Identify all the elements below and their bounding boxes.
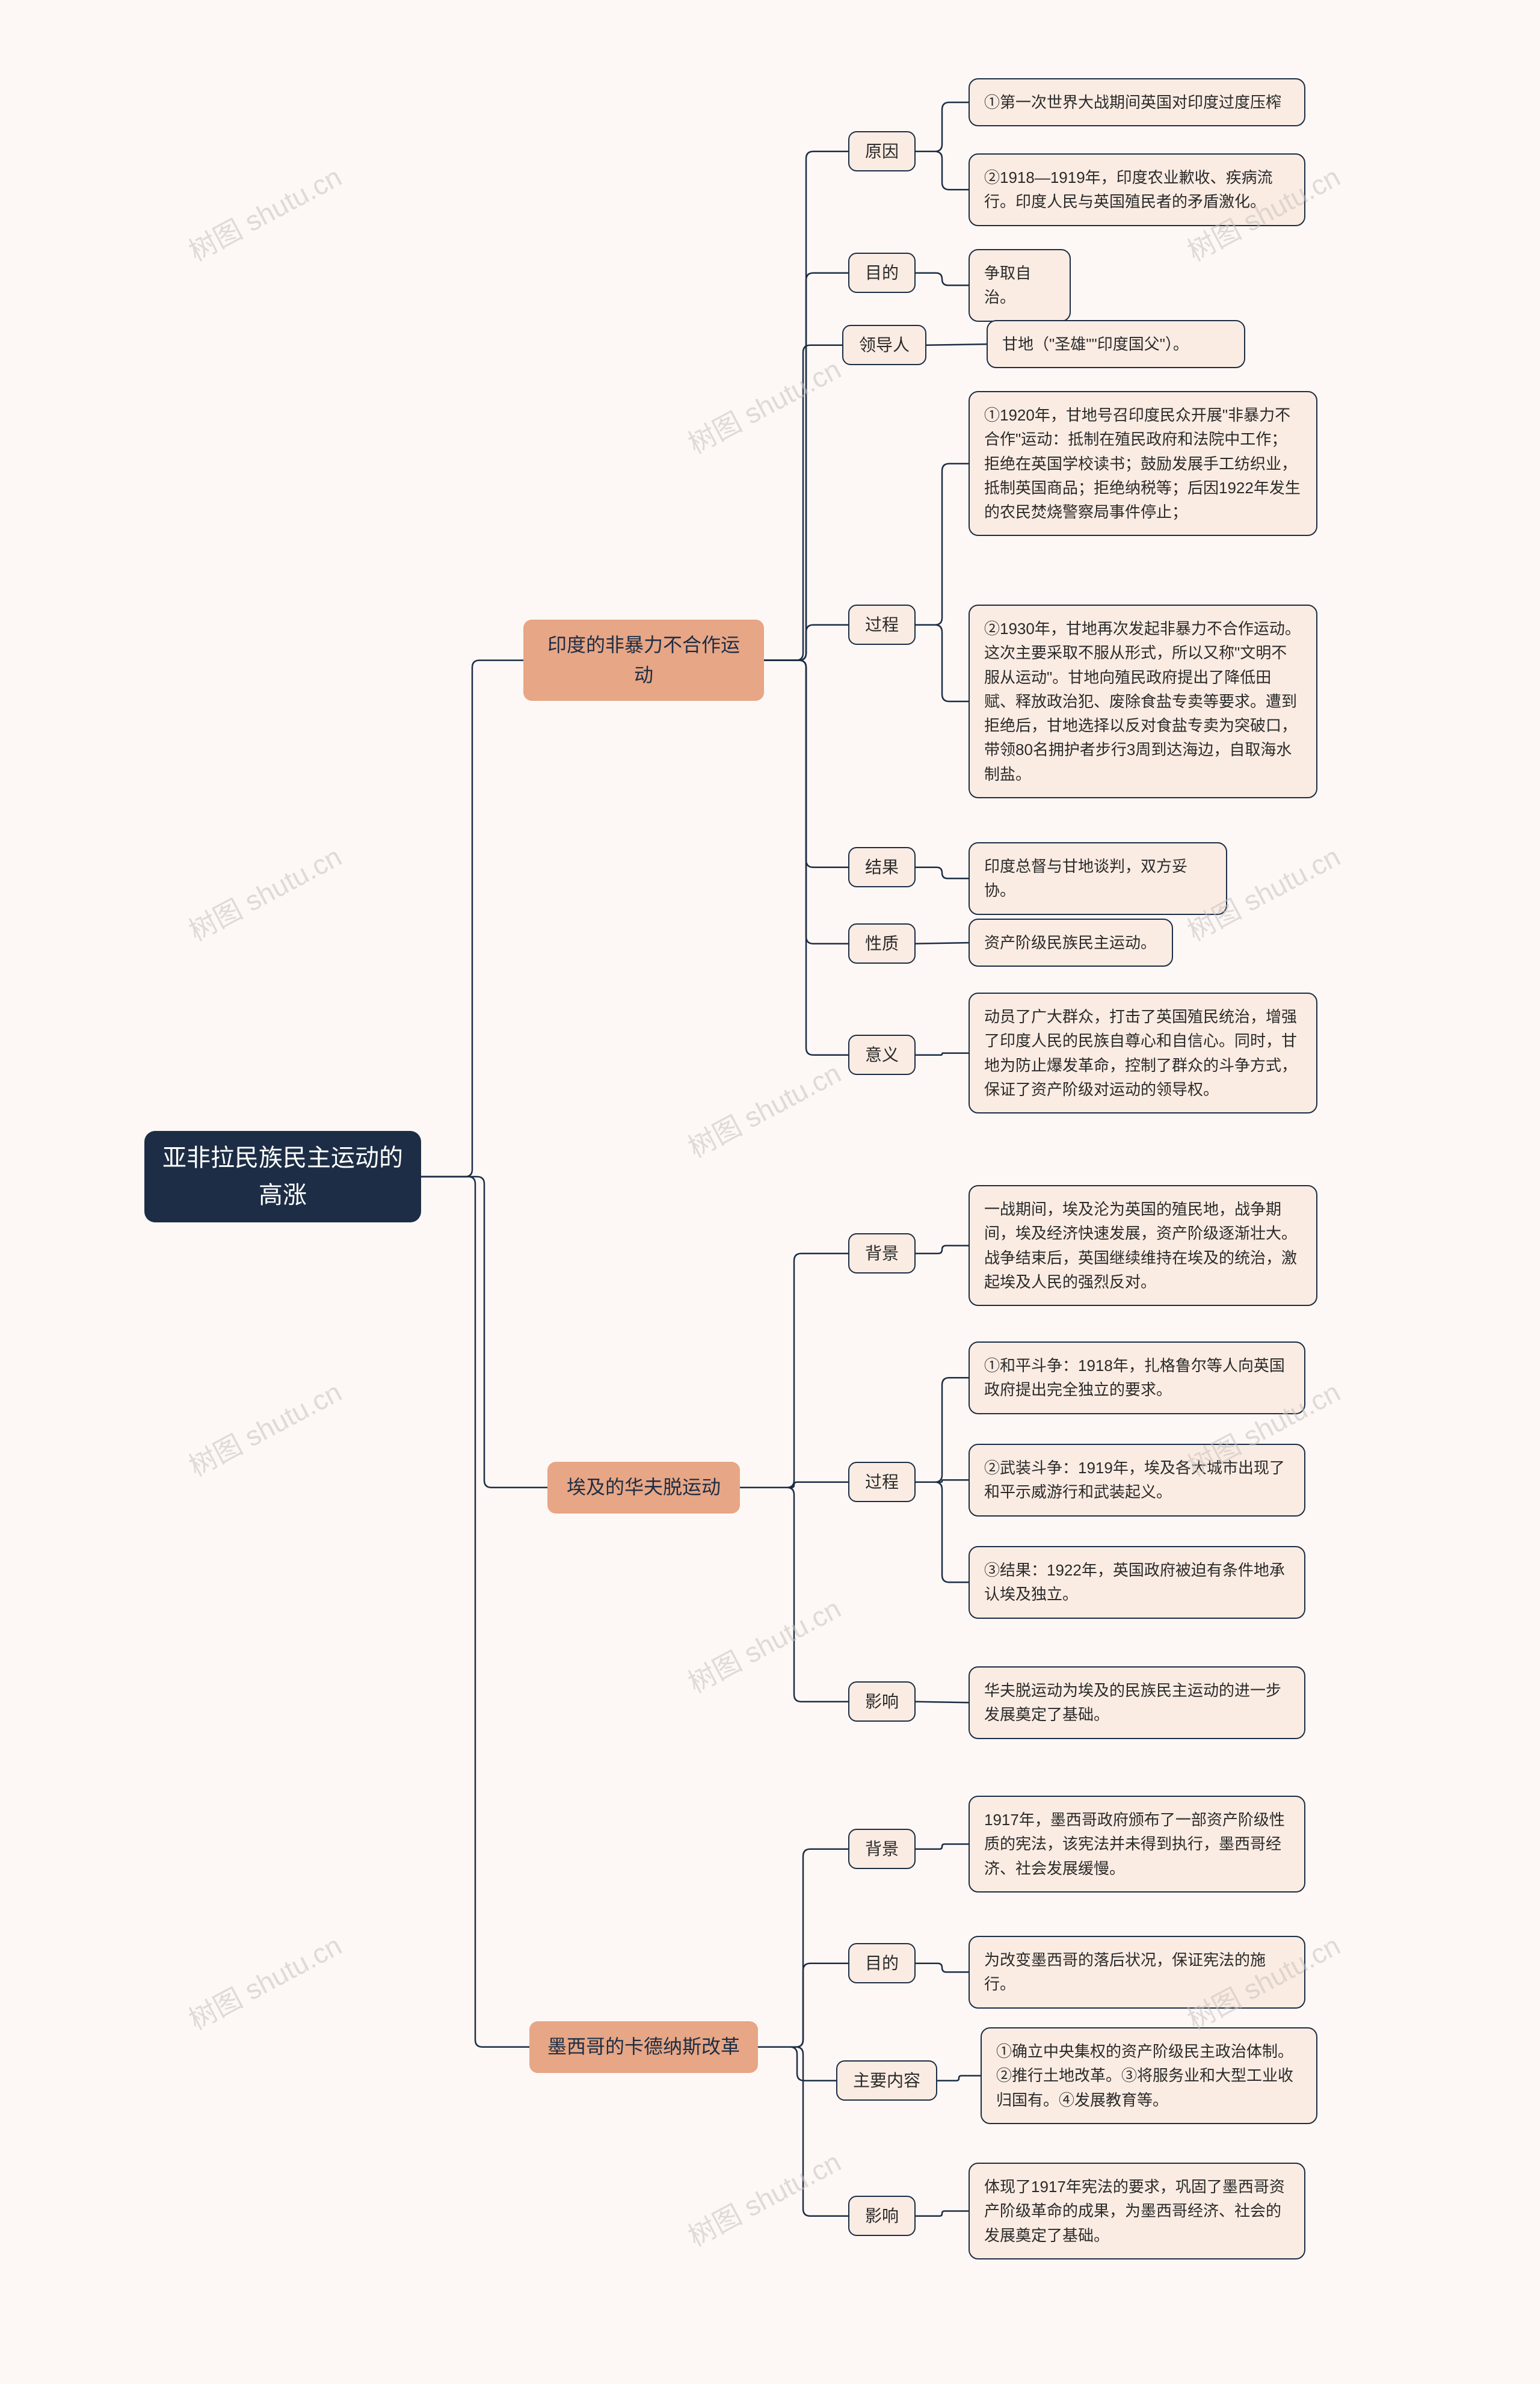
- mexico-content-label: 主要内容: [853, 2068, 920, 2093]
- mexico-bg-label: 背景: [865, 1836, 899, 1862]
- mexico-impact-leaf-text: 体现了1917年宪法的要求，巩固了墨西哥资产阶级革命的成果，为墨西哥经济、社会的…: [984, 2175, 1290, 2247]
- egypt-process-leaf-3: ③结果：1922年，英国政府被迫有条件地承认埃及独立。: [969, 1546, 1305, 1619]
- india-cause-leaf-1: ①第一次世界大战期间英国对印度过度压榨: [969, 78, 1305, 126]
- egypt-impact-leaf-text: 华夫脱运动为埃及的民族民主运动的进一步发展奠定了基础。: [984, 1678, 1290, 1727]
- india-cause[interactable]: 原因: [848, 131, 916, 171]
- watermark: 树图 shutu.cn: [181, 1924, 348, 2037]
- egypt-process-leaf-1: ①和平斗争：1918年，扎格鲁尔等人向英国政府提出完全独立的要求。: [969, 1341, 1305, 1414]
- india-leader-leaf-text: 甘地（"圣雄""印度国父"）。: [1002, 332, 1189, 356]
- india-result-label: 结果: [865, 854, 899, 880]
- india-result-leaf-text: 印度总督与甘地谈判，双方妥协。: [984, 854, 1212, 903]
- india-nature-leaf-text: 资产阶级民族民主运动。: [984, 931, 1156, 955]
- egypt-impact[interactable]: 影响: [848, 1681, 916, 1722]
- india-leader-label: 领导人: [859, 332, 910, 358]
- mexico-bg-leaf: 1917年，墨西哥政府颁布了一部资产阶级性质的宪法，该宪法并未得到执行，墨西哥经…: [969, 1796, 1305, 1893]
- india-cause-leaf-2-text: ②1918—1919年，印度农业歉收、疾病流行。印度人民与英国殖民者的矛盾激化。: [984, 165, 1290, 214]
- mexico-content-leaf-text: ①确立中央集权的资产阶级民主政治体制。②推行土地改革。③将服务业和大型工业收归国…: [996, 2039, 1302, 2112]
- india-result-leaf: 印度总督与甘地谈判，双方妥协。: [969, 842, 1227, 915]
- watermark: 树图 shutu.cn: [181, 835, 348, 949]
- india-process-leaf-2-text: ②1930年，甘地再次发起非暴力不合作运动。这次主要采取不服从形式，所以又称"文…: [984, 617, 1302, 786]
- egypt-impact-leaf: 华夫脱运动为埃及的民族民主运动的进一步发展奠定了基础。: [969, 1666, 1305, 1739]
- branch-india[interactable]: 印度的非暴力不合作运动: [523, 620, 764, 701]
- india-process-label: 过程: [865, 612, 899, 638]
- egypt-impact-label: 影响: [865, 1689, 899, 1714]
- egypt-process-leaf-1-text: ①和平斗争：1918年，扎格鲁尔等人向英国政府提出完全独立的要求。: [984, 1354, 1290, 1402]
- branch-mexico[interactable]: 墨西哥的卡德纳斯改革: [529, 2021, 758, 2073]
- egypt-process-label: 过程: [865, 1469, 899, 1495]
- india-cause-leaf-2: ②1918—1919年，印度农业歉收、疾病流行。印度人民与英国殖民者的矛盾激化。: [969, 153, 1305, 226]
- india-sig-leaf: 动员了广大群众，打击了英国殖民统治，增强了印度人民的民族自尊心和自信心。同时，甘…: [969, 993, 1317, 1113]
- mexico-impact-leaf: 体现了1917年宪法的要求，巩固了墨西哥资产阶级革命的成果，为墨西哥经济、社会的…: [969, 2163, 1305, 2259]
- india-sig-label: 意义: [865, 1042, 899, 1068]
- egypt-process-leaf-2-text: ②武装斗争：1919年，埃及各大城市出现了和平示威游行和武装起义。: [984, 1456, 1290, 1505]
- branch-egypt[interactable]: 埃及的华夫脱运动: [547, 1462, 740, 1514]
- watermark: 树图 shutu.cn: [680, 2140, 847, 2254]
- egypt-process[interactable]: 过程: [848, 1462, 916, 1502]
- india-aim-label: 目的: [865, 260, 899, 286]
- egypt-bg-label: 背景: [865, 1240, 899, 1266]
- india-process-leaf-2: ②1930年，甘地再次发起非暴力不合作运动。这次主要采取不服从形式，所以又称"文…: [969, 605, 1317, 798]
- egypt-bg-leaf-text: 一战期间，埃及沦为英国的殖民地，战争期间，埃及经济快速发展，资产阶级逐渐壮大。战…: [984, 1197, 1302, 1294]
- india-result[interactable]: 结果: [848, 847, 916, 887]
- india-process-leaf-1: ①1920年，甘地号召印度民众开展"非暴力不合作"运动：抵制在殖民政府和法院中工…: [969, 391, 1317, 536]
- india-aim-leaf: 争取自治。: [969, 249, 1071, 322]
- india-nature-leaf: 资产阶级民族民主运动。: [969, 919, 1173, 967]
- branch-egypt-label: 埃及的华夫脱运动: [567, 1473, 721, 1503]
- mexico-aim[interactable]: 目的: [848, 1943, 916, 1983]
- mexico-bg-leaf-text: 1917年，墨西哥政府颁布了一部资产阶级性质的宪法，该宪法并未得到执行，墨西哥经…: [984, 1808, 1290, 1880]
- india-leader[interactable]: 领导人: [842, 325, 926, 365]
- india-aim-leaf-text: 争取自治。: [984, 261, 1055, 310]
- watermark: 树图 shutu.cn: [680, 348, 847, 461]
- branch-india-label: 印度的非暴力不合作运动: [541, 630, 746, 690]
- mexico-aim-label: 目的: [865, 1950, 899, 1976]
- mexico-impact[interactable]: 影响: [848, 2196, 916, 2236]
- mexico-aim-leaf-text: 为改变墨西哥的落后状况，保证宪法的施行。: [984, 1948, 1290, 1997]
- india-process-leaf-1-text: ①1920年，甘地号召印度民众开展"非暴力不合作"运动：抵制在殖民政府和法院中工…: [984, 403, 1302, 524]
- india-cause-leaf-1-text: ①第一次世界大战期间英国对印度过度压榨: [984, 90, 1281, 114]
- mexico-content[interactable]: 主要内容: [836, 2060, 937, 2101]
- india-nature-label: 性质: [865, 931, 899, 956]
- egypt-bg-leaf: 一战期间，埃及沦为英国的殖民地，战争期间，埃及经济快速发展，资产阶级逐渐壮大。战…: [969, 1185, 1317, 1306]
- watermark: 树图 shutu.cn: [181, 155, 348, 269]
- india-aim[interactable]: 目的: [848, 253, 916, 293]
- watermark: 树图 shutu.cn: [181, 1370, 348, 1484]
- egypt-process-leaf-3-text: ③结果：1922年，英国政府被迫有条件地承认埃及独立。: [984, 1558, 1290, 1607]
- india-process[interactable]: 过程: [848, 605, 916, 645]
- mexico-aim-leaf: 为改变墨西哥的落后状况，保证宪法的施行。: [969, 1936, 1305, 2009]
- mexico-bg[interactable]: 背景: [848, 1829, 916, 1869]
- egypt-bg[interactable]: 背景: [848, 1233, 916, 1274]
- watermark: 树图 shutu.cn: [680, 1587, 847, 1701]
- india-leader-leaf: 甘地（"圣雄""印度国父"）。: [987, 320, 1245, 368]
- egypt-process-leaf-2: ②武装斗争：1919年，埃及各大城市出现了和平示威游行和武装起义。: [969, 1444, 1305, 1517]
- india-sig[interactable]: 意义: [848, 1035, 916, 1075]
- mexico-impact-label: 影响: [865, 2203, 899, 2229]
- india-cause-label: 原因: [865, 138, 899, 164]
- root-label: 亚非拉民族民主运动的高涨: [158, 1139, 408, 1214]
- branch-mexico-label: 墨西哥的卡德纳斯改革: [547, 2032, 740, 2062]
- mexico-content-leaf: ①确立中央集权的资产阶级民主政治体制。②推行土地改革。③将服务业和大型工业收归国…: [981, 2027, 1317, 2124]
- india-sig-leaf-text: 动员了广大群众，打击了英国殖民统治，增强了印度人民的民族自尊心和自信心。同时，甘…: [984, 1005, 1302, 1101]
- root-node[interactable]: 亚非拉民族民主运动的高涨: [144, 1131, 421, 1222]
- india-nature[interactable]: 性质: [848, 923, 916, 964]
- watermark: 树图 shutu.cn: [680, 1052, 847, 1165]
